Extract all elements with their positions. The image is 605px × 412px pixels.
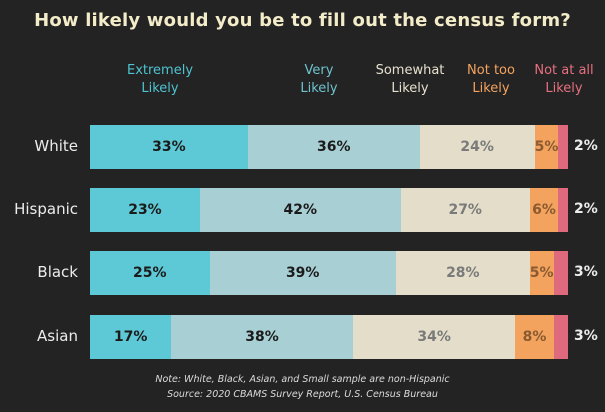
bar-segment-not-at-all-likely — [553, 251, 568, 295]
bar-segment-not-too-likely: 5% — [529, 251, 554, 295]
bar-row-hispanic: 23% 42% 27% 6% — [90, 188, 568, 232]
data-label: 42% — [283, 202, 318, 218]
bar-segment-not-at-all-likely — [553, 315, 568, 359]
bar-segment-extremely-likely: 17% — [90, 315, 172, 359]
row-label-black: Black — [37, 263, 78, 281]
bar-segment-not-too-likely: 5% — [534, 125, 559, 169]
legend-label-line1: Very — [304, 63, 334, 78]
row-label-white: White — [34, 137, 78, 155]
legend-not-at-all-likely: Not at all Likely — [526, 62, 602, 98]
footnote-note: Note: White, Black, Asian, and Small sam… — [155, 374, 450, 385]
bar-segment-very-likely: 36% — [247, 125, 420, 169]
data-label: 17% — [113, 329, 148, 345]
data-label: 6% — [532, 202, 556, 218]
legend-label-line1: Extremely — [126, 63, 194, 78]
data-label-not-at-all-likely: 2% — [574, 201, 598, 217]
bar-row-asian: 17% 38% 34% 8% — [90, 315, 568, 359]
data-label: 27% — [448, 202, 482, 218]
data-label: 38% — [245, 329, 279, 345]
legend-very-likely: Very Likely — [279, 62, 359, 98]
data-label: 33% — [152, 139, 186, 155]
data-label: 5% — [534, 139, 559, 155]
bar-segment-somewhat-likely: 27% — [400, 188, 530, 232]
legend-label-line1: Not at all — [534, 63, 594, 78]
data-label: 23% — [128, 202, 162, 218]
row-label-hispanic: Hispanic — [14, 200, 78, 218]
bar-segment-very-likely: 39% — [209, 251, 396, 295]
chart-title: How likely would you be to fill out the … — [34, 10, 571, 31]
legend-label-line1: Not too — [467, 63, 515, 78]
data-label-not-at-all-likely: 2% — [574, 138, 598, 154]
bar-segment-not-too-likely: 8% — [515, 315, 554, 359]
legend-label-line2: Likely — [300, 81, 338, 96]
bar-segment-not-at-all-likely — [558, 188, 568, 232]
bar-segment-extremely-likely: 25% — [90, 251, 210, 295]
bar-row-black: 25% 39% 28% 5% — [90, 251, 568, 295]
bar-segment-extremely-likely: 23% — [90, 188, 200, 232]
data-label: 8% — [522, 329, 547, 345]
legend-label-line1: Somewhat — [375, 63, 445, 78]
data-label: 39% — [285, 265, 320, 281]
bar-segment-not-too-likely: 6% — [529, 188, 559, 232]
legend-somewhat-likely: Somewhat Likely — [368, 62, 452, 98]
data-label: 24% — [460, 139, 494, 155]
data-label: 28% — [446, 265, 480, 281]
legend-label-line2: Likely — [545, 81, 583, 96]
bar-row-white: 33% 36% 24% 5% — [90, 125, 568, 169]
data-label-not-at-all-likely: 3% — [574, 264, 598, 280]
bar-segment-not-at-all-likely — [558, 125, 568, 169]
bar-segment-somewhat-likely: 34% — [352, 315, 516, 359]
legend-label-line2: Likely — [472, 81, 510, 96]
legend-label-line2: Likely — [391, 81, 429, 96]
data-label: 34% — [417, 329, 451, 345]
data-label: 25% — [132, 265, 167, 281]
legend-not-too-likely: Not too Likely — [456, 62, 526, 98]
data-label: 5% — [529, 265, 554, 281]
footnote-source: Source: 2020 CBAMS Survey Report, U.S. C… — [167, 389, 438, 400]
bar-segment-somewhat-likely: 24% — [419, 125, 535, 169]
legend-extremely-likely: Extremely Likely — [100, 62, 220, 98]
bar-segment-extremely-likely: 33% — [90, 125, 248, 169]
bar-segment-very-likely: 42% — [199, 188, 401, 232]
row-label-asian: Asian — [37, 327, 78, 345]
legend-label-line2: Likely — [141, 81, 179, 96]
data-label: 36% — [317, 139, 351, 155]
bar-segment-very-likely: 38% — [171, 315, 353, 359]
data-label-not-at-all-likely: 3% — [574, 328, 598, 344]
bar-segment-somewhat-likely: 28% — [395, 251, 530, 295]
